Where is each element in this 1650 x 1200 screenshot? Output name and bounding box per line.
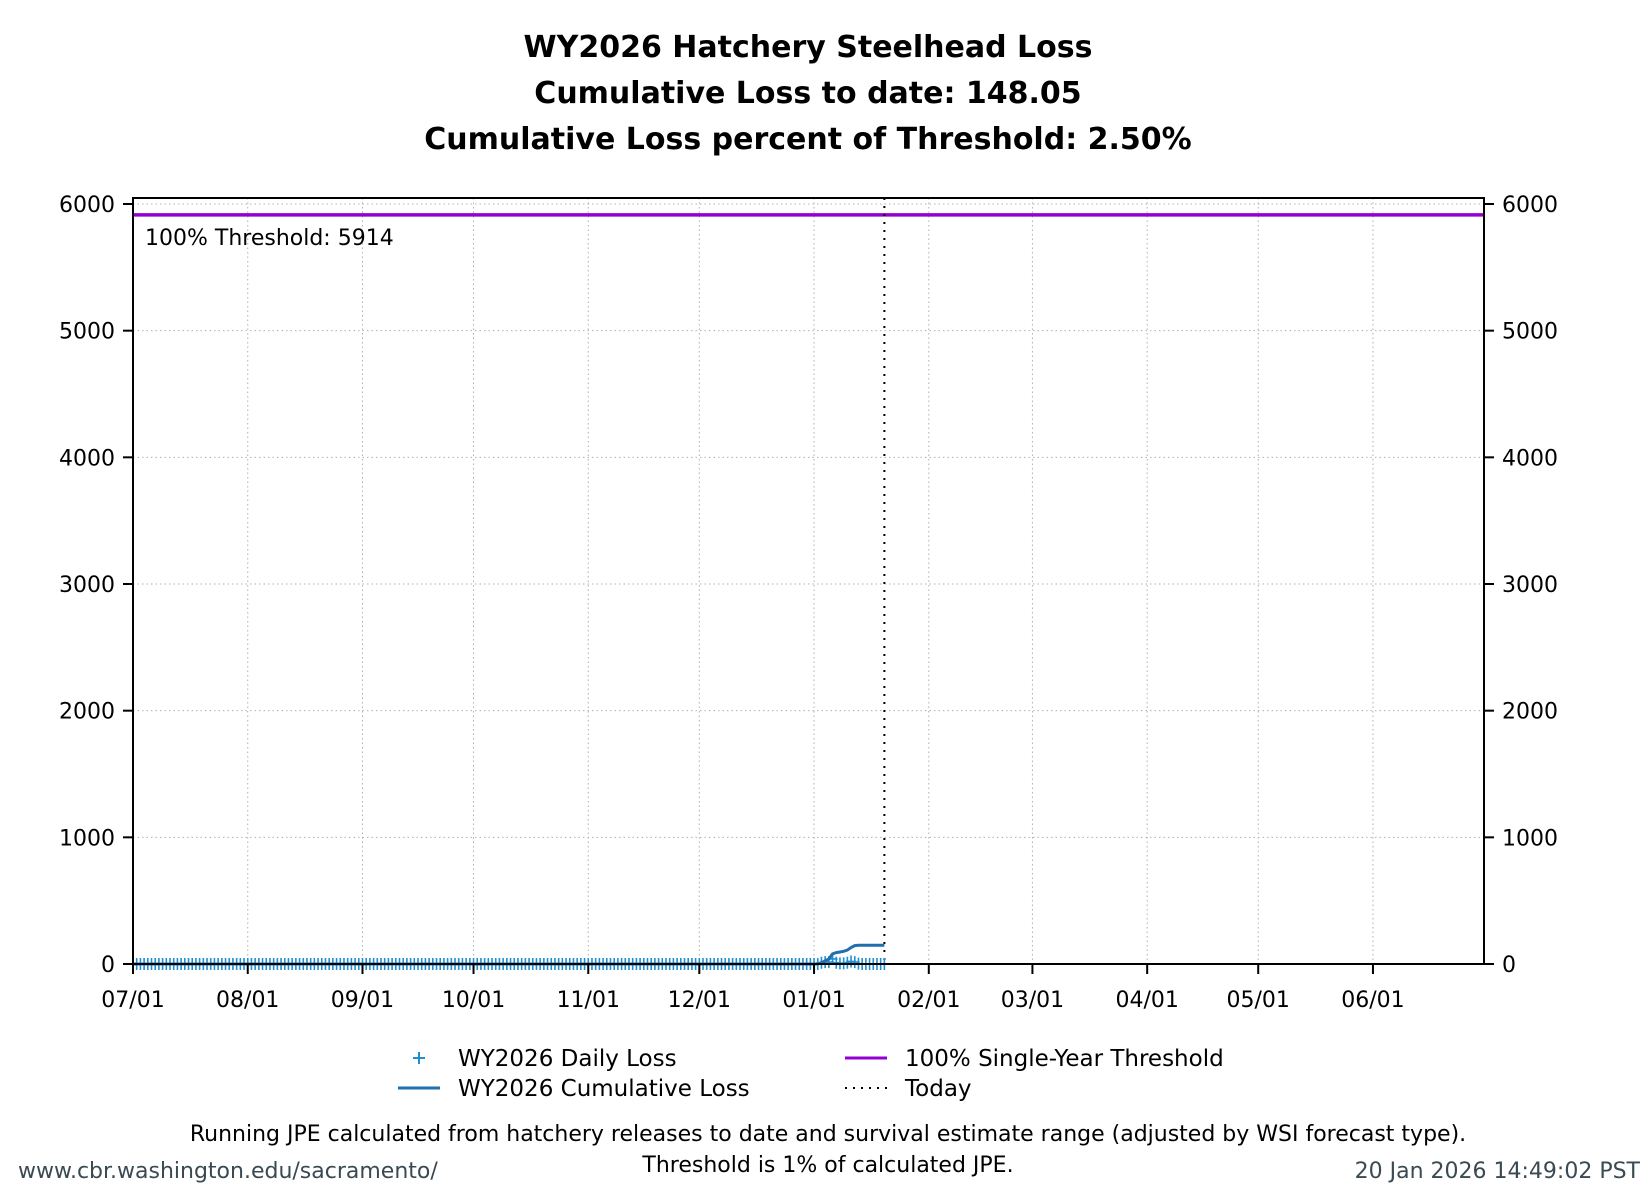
x-tick-label: 11/01	[557, 988, 620, 1013]
timestamp: 20 Jan 2026 14:49:02 PST	[1355, 1159, 1641, 1184]
y-tick-label: 3000	[59, 573, 115, 598]
chart-subtitle-percent: Cumulative Loss percent of Threshold: 2.…	[424, 122, 1191, 157]
legend-label: WY2026 Cumulative Loss	[458, 1076, 750, 1102]
x-tick-label: 01/01	[782, 988, 845, 1013]
y-tick-label-right: 6000	[1502, 193, 1558, 218]
legend-item-threshold: 100% Single-Year Threshold	[845, 1046, 1224, 1072]
legend-item-today: Today	[845, 1076, 972, 1102]
legend-label: 100% Single-Year Threshold	[905, 1046, 1224, 1072]
y-tick-label: 1000	[59, 826, 115, 851]
y-tick-label: 2000	[59, 700, 115, 725]
legend-label: WY2026 Daily Loss	[458, 1046, 677, 1072]
plus-marker-icon	[413, 1052, 425, 1064]
footer-note-line2: Threshold is 1% of calculated JPE.	[641, 1153, 1013, 1178]
legend: WY2026 Daily Loss WY2026 Cumulative Loss…	[398, 1046, 1224, 1102]
y-tick-label: 6000	[59, 193, 115, 218]
chart-subtitle-cumulative: Cumulative Loss to date: 148.05	[534, 76, 1081, 111]
legend-item-daily-loss: WY2026 Daily Loss	[413, 1046, 677, 1072]
threshold-annotation: 100% Threshold: 5914	[145, 226, 394, 251]
legend-item-cumulative-loss: WY2026 Cumulative Loss	[398, 1076, 750, 1102]
footer-note-line1: Running JPE calculated from hatchery rel…	[190, 1122, 1466, 1147]
y-tick-label-right: 0	[1502, 953, 1516, 978]
x-tick-label: 05/01	[1227, 988, 1290, 1013]
y-tick-label-right: 5000	[1502, 320, 1558, 345]
chart-title: WY2026 Hatchery Steelhead Loss	[524, 30, 1093, 65]
y-tick-label: 4000	[59, 446, 115, 471]
x-tick-label: 04/01	[1115, 988, 1178, 1013]
plot-frame	[132, 197, 1485, 965]
y-tick-label-right: 4000	[1502, 446, 1558, 471]
cumulative-loss-line	[133, 943, 885, 966]
x-tick-label: 03/01	[1001, 988, 1064, 1013]
y-tick-label-right: 3000	[1502, 573, 1558, 598]
x-tick-label: 07/01	[101, 988, 164, 1013]
x-tick-label: 06/01	[1341, 988, 1404, 1013]
grid	[133, 198, 1484, 964]
axis-ticks: 0 0 1000 1000 2000 2000 3000 3000 4000 4000 5000 50…	[59, 193, 1558, 1013]
x-tick-label: 08/01	[216, 988, 279, 1013]
x-tick-label: 10/01	[442, 988, 505, 1013]
y-tick-label: 0	[101, 953, 115, 978]
x-tick-label: 09/01	[331, 988, 394, 1013]
y-tick-label: 5000	[59, 320, 115, 345]
y-tick-label-right: 1000	[1502, 826, 1558, 851]
y-tick-label-right: 2000	[1502, 700, 1558, 725]
x-tick-label: 02/01	[897, 988, 960, 1013]
x-tick-label: 12/01	[668, 988, 731, 1013]
legend-label: Today	[904, 1076, 972, 1102]
source-url: www.cbr.washington.edu/sacramento/	[18, 1159, 438, 1184]
